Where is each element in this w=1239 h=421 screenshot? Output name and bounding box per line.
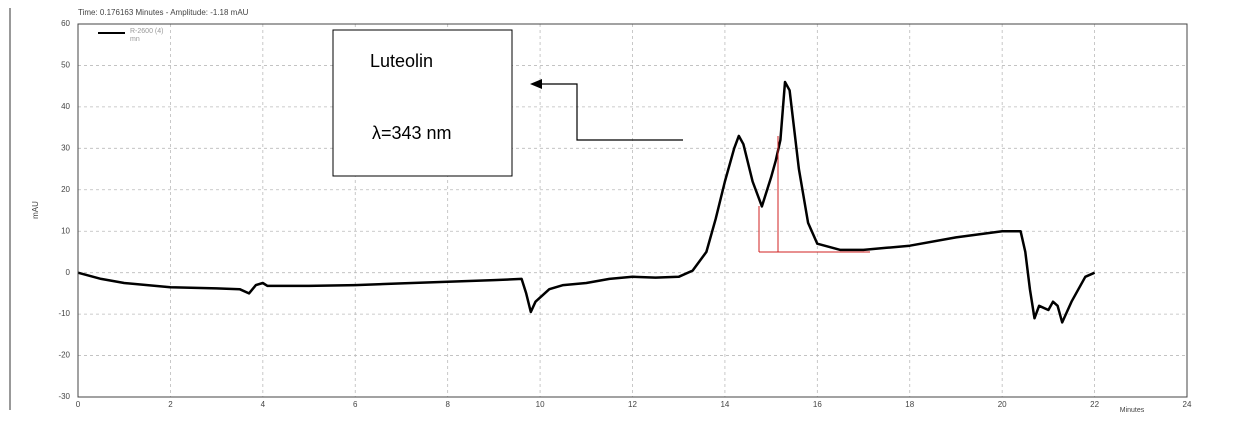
x-tick-label: 6: [353, 400, 358, 409]
x-tick-label: 10: [536, 400, 545, 409]
y-tick-label: -20: [58, 351, 70, 360]
x-tick-label: 0: [76, 400, 81, 409]
integration-marks: [758, 136, 870, 253]
y-tick-label: 50: [61, 61, 70, 70]
y-tick-label: 10: [61, 226, 70, 235]
arrow-head: [530, 79, 542, 89]
x-tick-label: 4: [261, 400, 266, 409]
y-tick-label: -10: [58, 309, 70, 318]
x-tick-label: 12: [628, 400, 637, 409]
y-tick-label: 0: [66, 268, 71, 277]
x-axis-label: Minutes: [1120, 407, 1145, 414]
data-line: [77, 80, 1096, 324]
y-tick-label: 40: [61, 102, 70, 111]
chart-title: Time: 0.176163 Minutes - Amplitude: -1.1…: [78, 8, 249, 17]
x-tick-label: 18: [905, 400, 914, 409]
annotation-arrow: [540, 83, 683, 141]
annotation: λ=343 nm: [372, 123, 452, 143]
y-tick-label: 30: [61, 143, 70, 152]
x-tick-label: 14: [720, 400, 729, 409]
annotation-box: [332, 29, 513, 177]
annotation: Luteolin: [370, 51, 433, 71]
y-axis-label: mAU: [31, 201, 40, 219]
x-tick-label: 2: [168, 400, 173, 409]
x-tick-label: 20: [998, 400, 1007, 409]
x-tick-label: 8: [445, 400, 450, 409]
legend-label: R-2600 (4): [130, 28, 163, 35]
x-tick-label: 24: [1183, 400, 1192, 409]
y-tick-label: -30: [58, 392, 70, 401]
x-tick-label: 22: [1090, 400, 1099, 409]
y-tick-label: 20: [61, 185, 70, 194]
y-tick-label: 60: [61, 19, 70, 28]
x-tick-label: 16: [813, 400, 822, 409]
legend-note: mn: [130, 36, 140, 43]
plot-frame: [77, 23, 1188, 398]
